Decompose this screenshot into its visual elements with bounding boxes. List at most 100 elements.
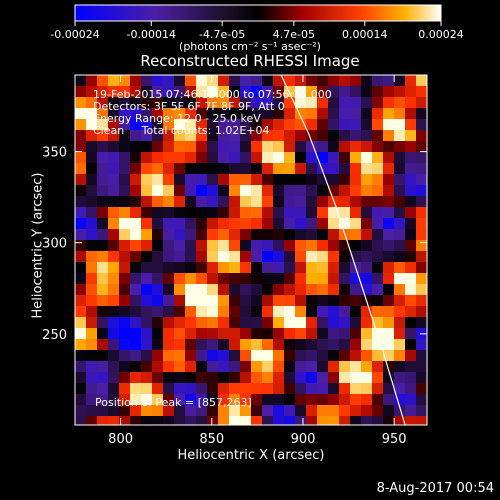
heatmap-cell xyxy=(141,273,153,285)
heatmap-cell xyxy=(339,97,351,109)
heatmap-cell xyxy=(284,86,296,98)
heatmap-cell xyxy=(273,119,285,131)
heatmap-cell xyxy=(317,207,329,219)
heatmap-cell xyxy=(251,416,263,425)
heatmap-cell xyxy=(328,240,340,252)
heatmap-cell xyxy=(295,273,307,285)
heatmap-cell xyxy=(86,306,98,318)
heatmap-cell xyxy=(152,163,164,175)
heatmap-cell xyxy=(328,394,340,406)
heatmap-cell xyxy=(185,141,197,153)
heatmap-cell xyxy=(152,97,164,109)
heatmap-cell xyxy=(262,416,274,425)
heatmap-cell xyxy=(383,240,395,252)
heatmap-cell xyxy=(350,108,362,120)
heatmap-cell xyxy=(394,339,406,351)
heatmap-cell xyxy=(185,306,197,318)
heatmap-cell xyxy=(262,141,274,153)
heatmap-cell xyxy=(306,339,318,351)
heatmap-cell xyxy=(185,97,197,109)
heatmap-cell xyxy=(207,163,219,175)
heatmap-cell xyxy=(174,141,186,153)
heatmap-cell xyxy=(229,240,241,252)
heatmap-cell xyxy=(108,108,120,120)
heatmap-cell xyxy=(119,416,131,425)
heatmap-cell xyxy=(339,86,351,98)
heatmap-cell xyxy=(405,240,417,252)
heatmap-cell xyxy=(361,97,373,109)
heatmap-cell xyxy=(295,416,307,425)
heatmap-cell xyxy=(75,174,87,186)
heatmap-cell xyxy=(416,361,427,373)
heatmap-cell xyxy=(262,295,274,307)
heatmap-cell xyxy=(141,251,153,263)
heatmap-cell xyxy=(394,97,406,109)
heatmap-cell xyxy=(130,284,142,296)
heatmap-cell xyxy=(207,284,219,296)
heatmap-cell xyxy=(251,350,263,362)
heatmap-cell xyxy=(196,207,208,219)
heatmap-cell xyxy=(229,163,241,175)
heatmap-cell xyxy=(240,218,252,230)
heatmap-cell xyxy=(196,262,208,274)
heatmap-cell xyxy=(119,130,131,142)
heatmap-cell xyxy=(295,361,307,373)
heatmap-cell xyxy=(152,185,164,197)
heatmap-cell xyxy=(141,405,153,417)
heatmap-cell xyxy=(251,86,263,98)
heatmap-cell xyxy=(207,185,219,197)
heatmap-cell xyxy=(86,262,98,274)
heatmap-cell xyxy=(229,251,241,263)
heatmap-cell xyxy=(207,108,219,120)
heatmap-cell xyxy=(141,152,153,164)
heatmap-cell xyxy=(97,262,109,274)
heatmap-cell xyxy=(163,372,175,384)
heatmap-cell xyxy=(273,306,285,318)
heatmap-cell xyxy=(229,174,241,186)
heatmap-cell xyxy=(405,273,417,285)
heatmap-cell xyxy=(130,361,142,373)
heatmap-cell xyxy=(97,383,109,395)
heatmap-cell xyxy=(108,295,120,307)
heatmap-cell xyxy=(163,196,175,208)
heatmap-cell xyxy=(350,383,362,395)
heatmap-cell xyxy=(229,273,241,285)
heatmap-cell xyxy=(317,152,329,164)
heatmap-cell xyxy=(163,394,175,406)
heatmap-cell xyxy=(284,306,296,318)
heatmap-cell xyxy=(163,416,175,425)
heatmap-cell xyxy=(383,141,395,153)
heatmap-cell xyxy=(317,251,329,263)
heatmap-cell xyxy=(141,229,153,241)
heatmap-cell xyxy=(405,130,417,142)
heatmap-cell xyxy=(174,251,186,263)
heatmap-cell xyxy=(339,251,351,263)
heatmap-cell xyxy=(218,328,230,340)
heatmap-cell xyxy=(273,339,285,351)
heatmap-cell xyxy=(174,295,186,307)
heatmap-cell xyxy=(251,185,263,197)
heatmap-cell xyxy=(273,196,285,208)
heatmap-cell xyxy=(328,218,340,230)
heatmap-cell xyxy=(306,174,318,186)
heatmap-cell xyxy=(152,339,164,351)
heatmap-cell xyxy=(372,152,384,164)
heatmap-cell xyxy=(361,130,373,142)
heatmap-cell xyxy=(152,262,164,274)
heatmap-cell xyxy=(130,350,142,362)
heatmap-cell xyxy=(185,295,197,307)
heatmap-cell xyxy=(207,273,219,285)
heatmap-cell xyxy=(130,405,142,417)
heatmap-cell xyxy=(240,416,252,425)
heatmap-cell xyxy=(251,196,263,208)
heatmap-cell xyxy=(185,130,197,142)
heatmap-cell xyxy=(295,339,307,351)
heatmap-cell xyxy=(130,174,142,186)
heatmap-cell xyxy=(75,141,87,153)
heatmap-cell xyxy=(152,229,164,241)
heatmap-cell xyxy=(350,328,362,340)
heatmap-cell xyxy=(185,328,197,340)
heatmap-cell xyxy=(372,251,384,263)
heatmap-cell xyxy=(207,229,219,241)
heatmap-cell xyxy=(119,361,131,373)
